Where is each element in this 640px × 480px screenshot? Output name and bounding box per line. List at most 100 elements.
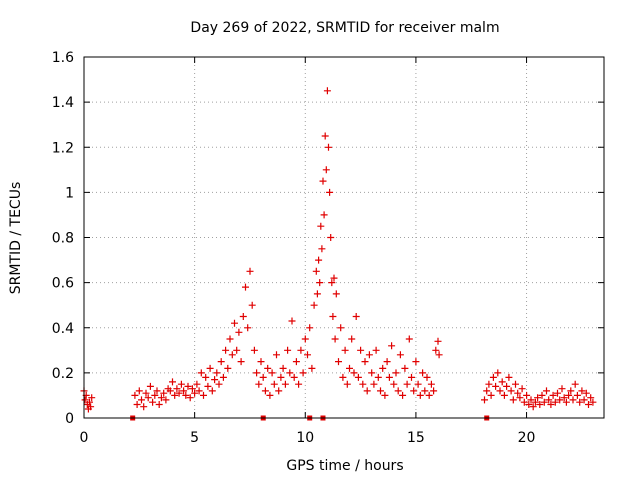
data-point	[388, 342, 396, 350]
data-point	[188, 385, 196, 393]
data-point	[385, 373, 393, 381]
data-point	[142, 389, 150, 397]
axis-ticks: 0 0.2 0.4 0.6 0.8 1 1.2 1.4 1.6 0 5 10 15 20	[52, 50, 604, 446]
data-point	[341, 346, 349, 354]
data-point	[416, 391, 424, 399]
data-point	[410, 387, 418, 395]
data-point	[281, 380, 289, 388]
data-point	[383, 358, 391, 366]
data-point	[239, 313, 247, 320]
x-tick-label: 0	[80, 430, 89, 446]
data-point	[573, 391, 581, 399]
data-point	[337, 324, 345, 332]
data-point	[319, 177, 327, 185]
data-point	[153, 387, 161, 395]
data-point	[292, 358, 300, 366]
data-point	[432, 346, 440, 354]
data-point	[131, 391, 139, 399]
data-point	[489, 373, 497, 381]
x-tick-label: 5	[190, 430, 199, 446]
data-point	[571, 380, 579, 388]
data-point	[275, 387, 283, 395]
data-point	[545, 396, 553, 404]
data-point	[322, 166, 330, 174]
data-point	[151, 391, 159, 399]
data-point	[368, 369, 376, 377]
data-point	[270, 380, 278, 388]
data-point	[405, 335, 413, 343]
data-point	[562, 398, 570, 406]
data-point	[255, 380, 263, 388]
data-point	[578, 387, 586, 395]
data-point	[295, 380, 303, 388]
data-point	[146, 382, 154, 390]
data-point	[288, 317, 296, 325]
data-point	[580, 396, 588, 404]
data-point	[219, 373, 227, 381]
data-point	[318, 245, 326, 253]
data-point	[222, 346, 230, 354]
data-point	[509, 396, 517, 404]
data-point	[498, 378, 506, 386]
data-point	[208, 387, 216, 395]
data-point	[434, 337, 442, 345]
data-point	[379, 364, 387, 372]
data-point	[516, 394, 524, 402]
data-point	[308, 364, 316, 372]
data-point	[331, 335, 339, 343]
data-point	[135, 387, 143, 395]
data-point	[483, 387, 491, 395]
data-point	[261, 387, 269, 395]
data-point	[264, 364, 272, 372]
data-point	[197, 369, 205, 377]
data-points	[80, 87, 597, 413]
data-point	[567, 387, 575, 395]
data-point	[394, 387, 402, 395]
y-tick-label: 0.6	[52, 276, 74, 292]
data-point	[350, 369, 358, 377]
data-point	[587, 394, 595, 402]
data-point	[204, 382, 212, 390]
data-point	[312, 267, 320, 275]
data-point	[235, 328, 243, 336]
data-point	[512, 380, 519, 388]
data-point	[299, 369, 307, 377]
data-point	[133, 401, 141, 408]
data-point	[250, 346, 258, 354]
data-point	[332, 290, 340, 298]
y-tick-label: 0.4	[52, 321, 74, 337]
data-point	[279, 364, 287, 372]
data-point	[518, 385, 526, 393]
data-point	[357, 346, 365, 354]
data-point	[186, 394, 194, 402]
plot-frame	[83, 56, 605, 419]
data-point	[320, 211, 328, 219]
data-point	[328, 279, 336, 287]
data-point	[160, 389, 168, 397]
data-point	[423, 373, 431, 381]
data-point	[226, 335, 234, 343]
data-point	[430, 387, 438, 395]
x-tick-label: 10	[296, 430, 314, 446]
data-point	[180, 387, 188, 395]
data-point	[365, 351, 373, 359]
data-point	[538, 391, 546, 399]
data-point	[507, 387, 515, 395]
data-point	[381, 391, 389, 399]
data-point	[330, 274, 338, 282]
data-point	[363, 387, 371, 395]
data-point	[175, 389, 183, 397]
data-point	[523, 391, 531, 399]
data-point	[87, 403, 95, 411]
data-point	[173, 385, 181, 393]
data-point	[200, 391, 207, 399]
data-point	[569, 396, 577, 404]
data-point	[321, 132, 329, 140]
data-point	[268, 369, 276, 377]
data-point	[166, 387, 174, 395]
y-tick-label: 1.2	[52, 140, 74, 156]
data-point	[556, 396, 564, 404]
data-point	[390, 380, 398, 388]
data-point	[589, 398, 597, 406]
